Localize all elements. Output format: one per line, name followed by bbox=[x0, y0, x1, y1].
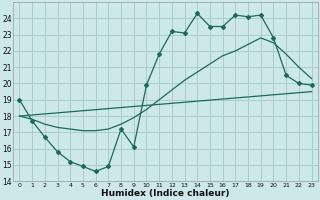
X-axis label: Humidex (Indice chaleur): Humidex (Indice chaleur) bbox=[101, 189, 230, 198]
